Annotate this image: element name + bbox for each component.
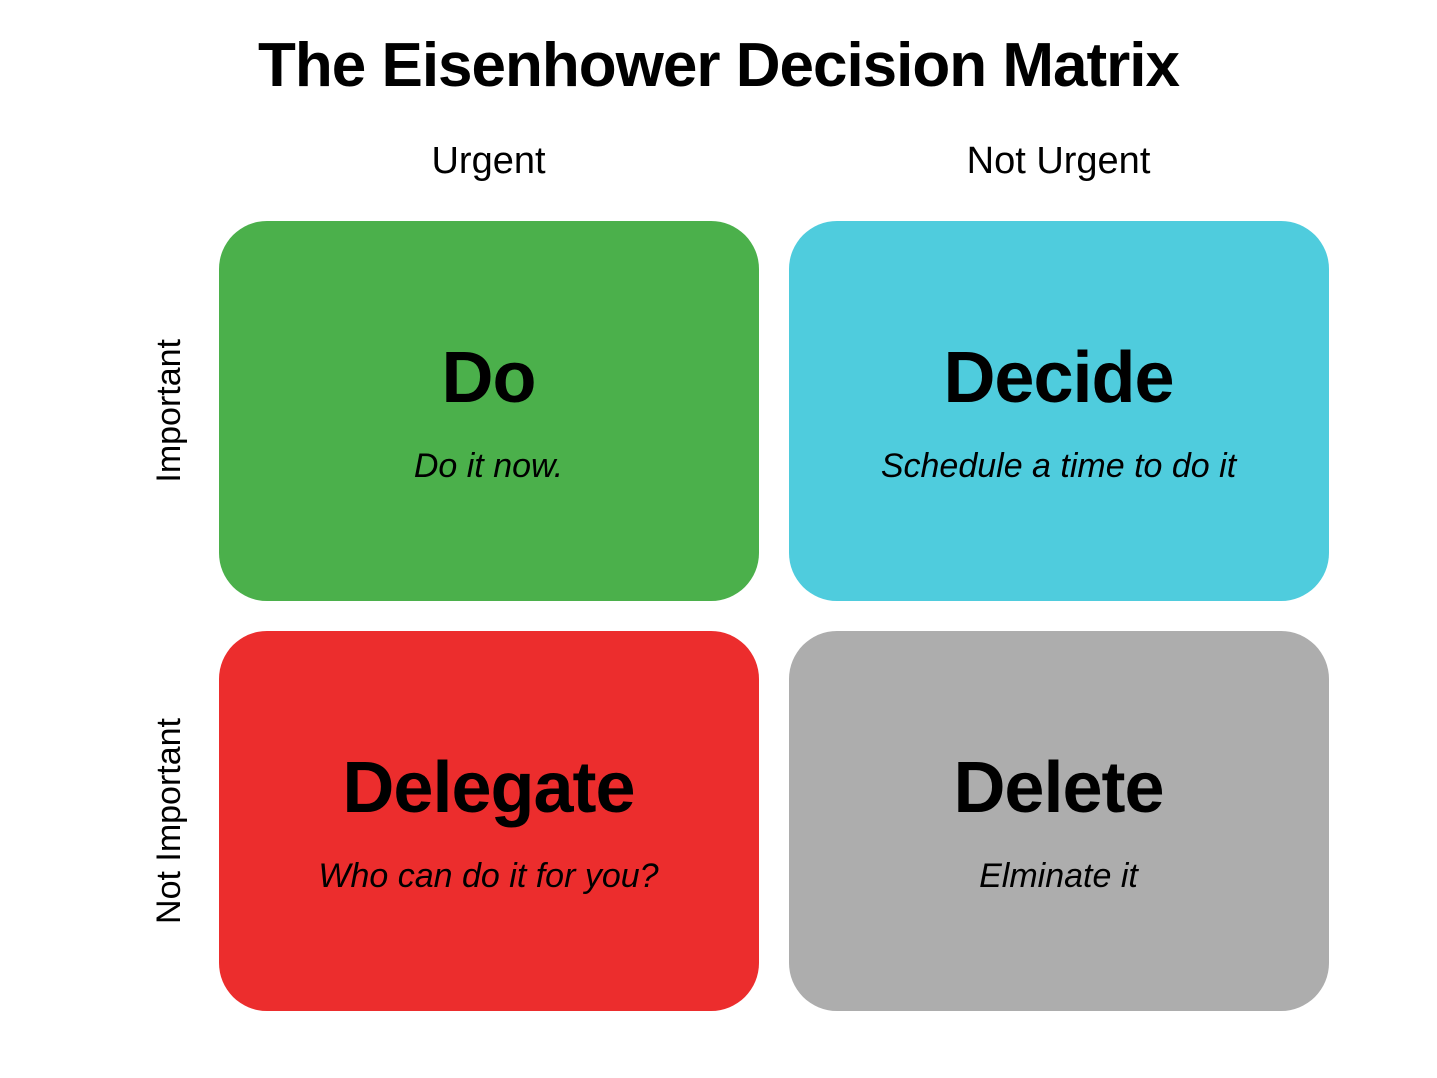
column-header-not-urgent: Not Urgent xyxy=(967,140,1151,183)
quadrant-delegate: Delegate Who can do it for you? xyxy=(219,631,759,1011)
matrix-grid: Urgent Not Urgent Important Do Do it now… xyxy=(109,131,1329,1011)
quadrant-do-title: Do xyxy=(442,337,536,419)
page-title: The Eisenhower Decision Matrix xyxy=(258,30,1179,101)
quadrant-do: Do Do it now. xyxy=(219,221,759,601)
quadrant-delete-title: Delete xyxy=(953,747,1163,829)
column-header-urgent: Urgent xyxy=(431,140,545,183)
quadrant-delete-subtitle: Elminate it xyxy=(979,857,1138,896)
quadrant-delete: Delete Elminate it xyxy=(789,631,1329,1011)
row-header-not-important: Not Important xyxy=(150,718,189,924)
row-header-important: Important xyxy=(150,339,189,483)
quadrant-decide-title: Decide xyxy=(943,337,1173,419)
quadrant-do-subtitle: Do it now. xyxy=(414,447,563,486)
quadrant-decide-subtitle: Schedule a time to do it xyxy=(881,447,1236,486)
quadrant-delegate-subtitle: Who can do it for you? xyxy=(318,857,658,896)
quadrant-delegate-title: Delegate xyxy=(342,747,634,829)
quadrant-decide: Decide Schedule a time to do it xyxy=(789,221,1329,601)
